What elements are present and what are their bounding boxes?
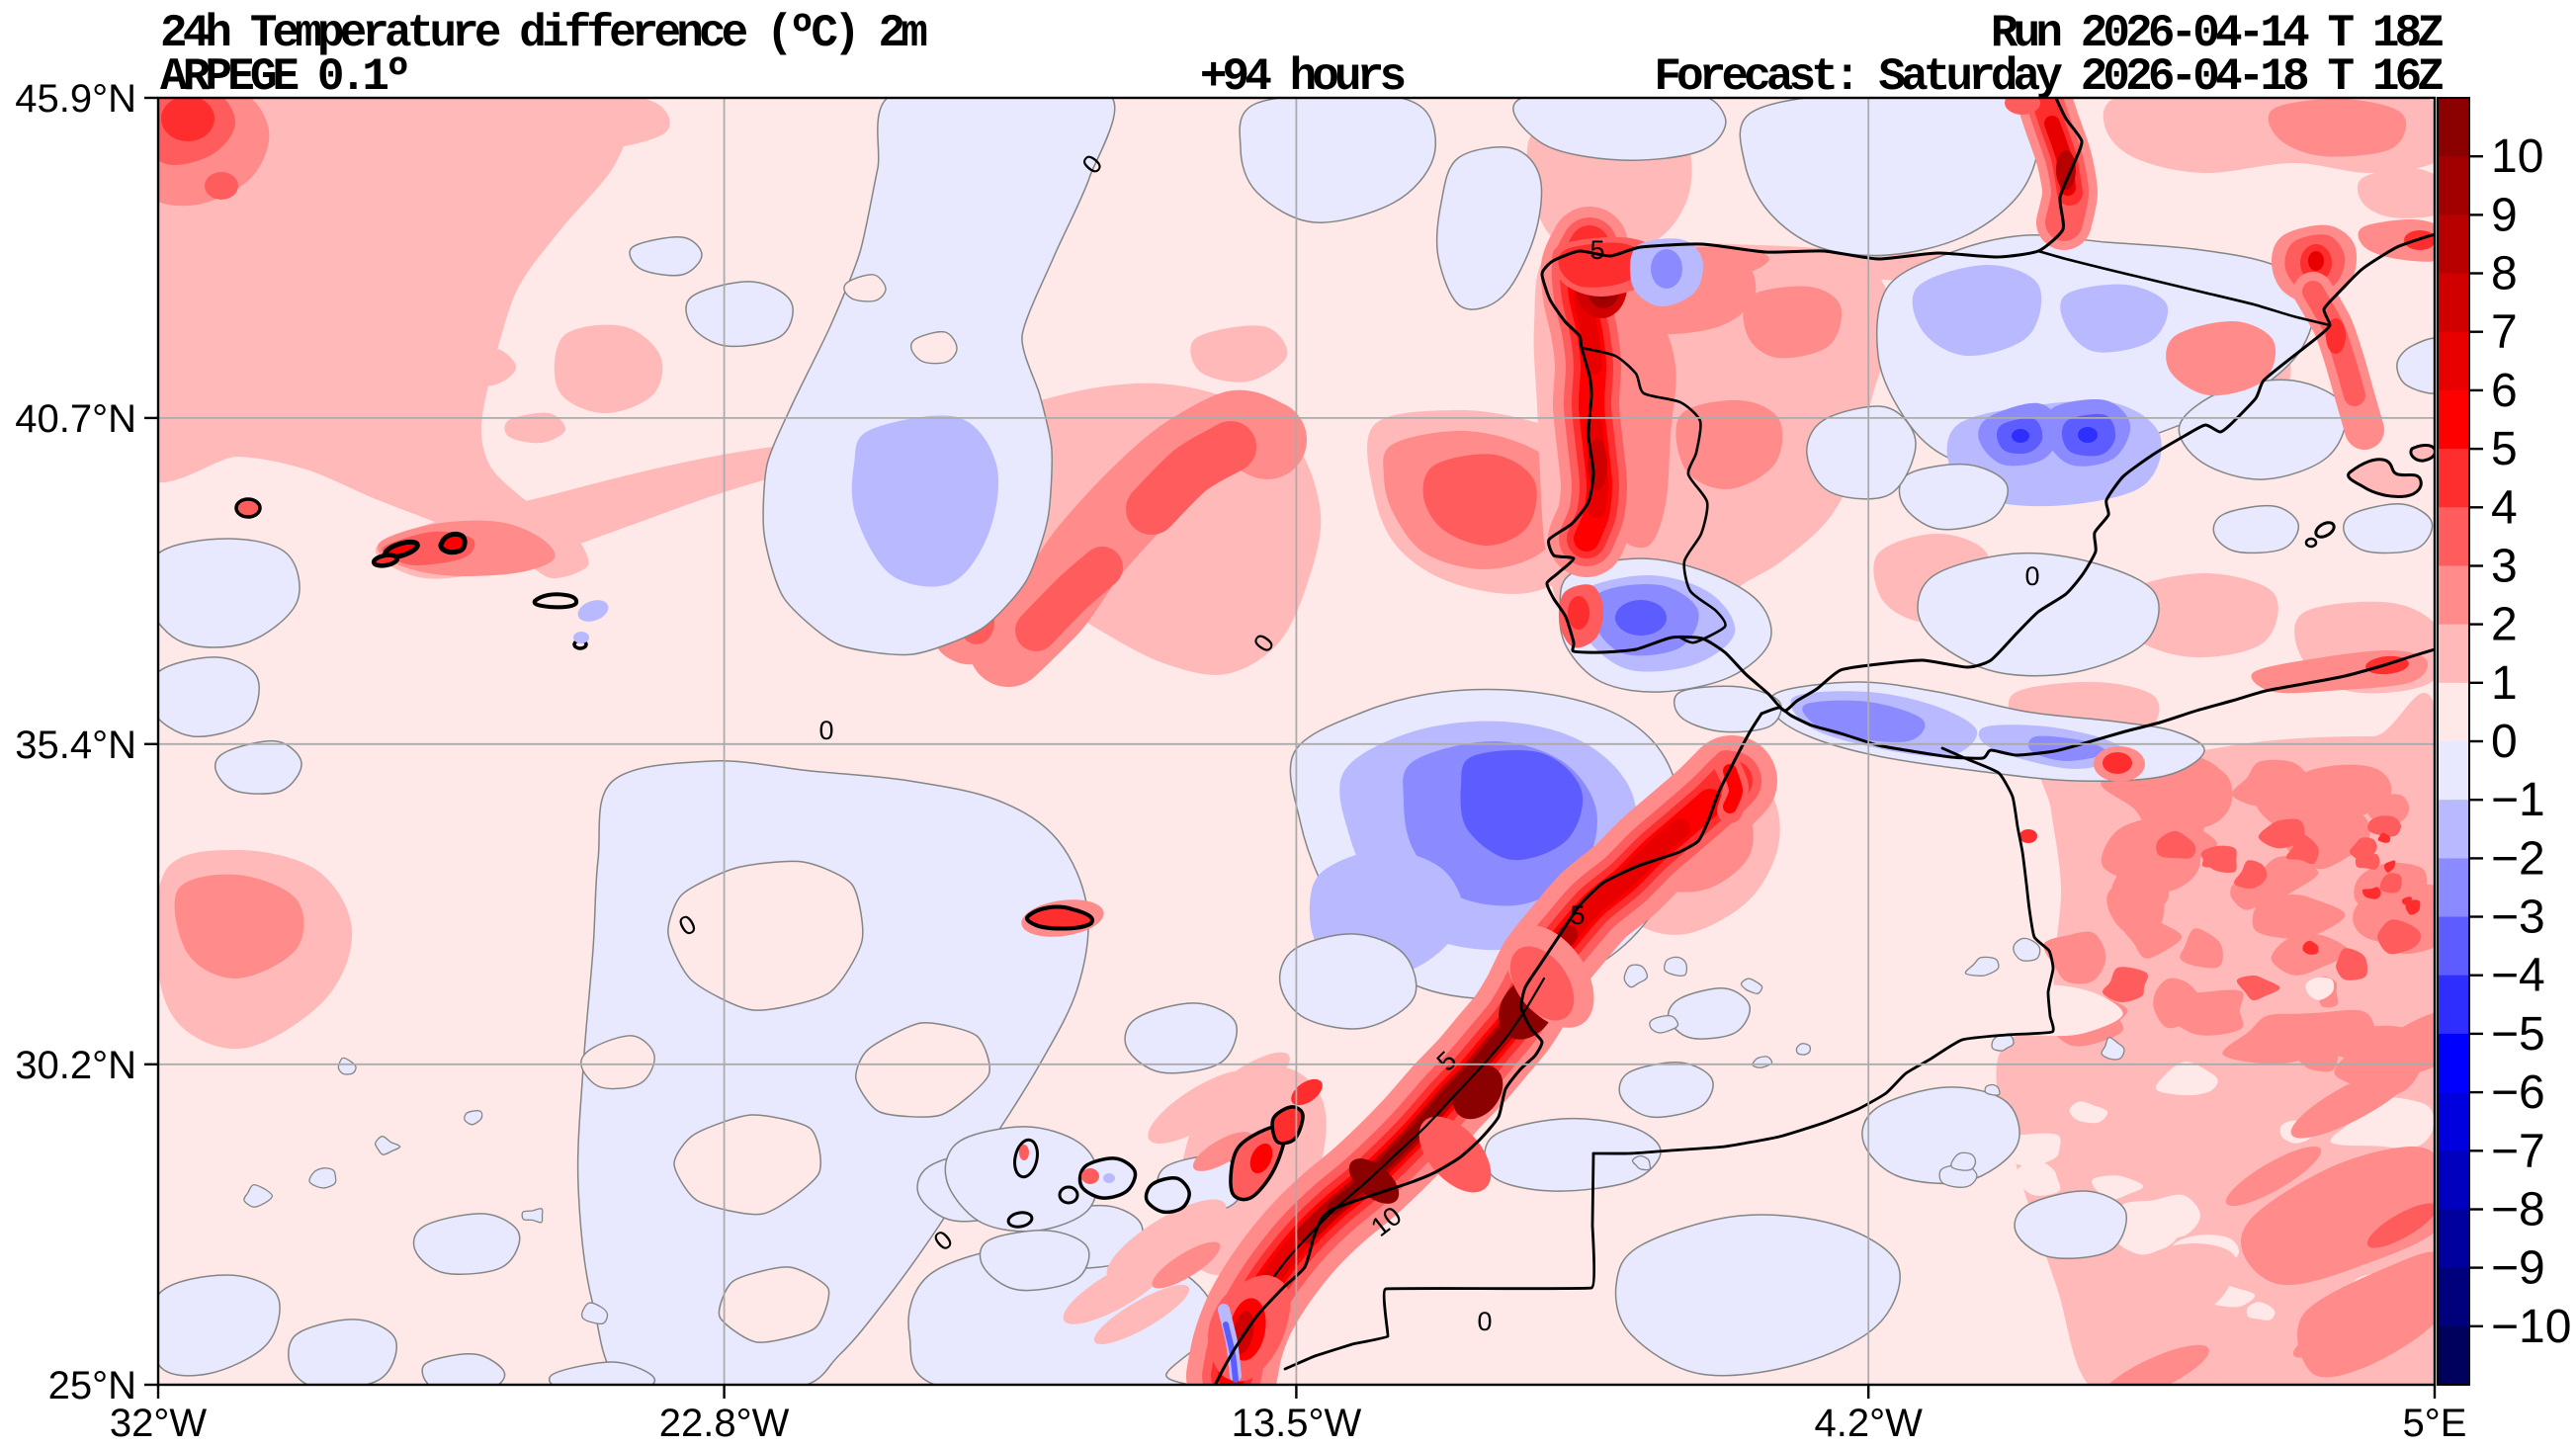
svg-text:+94 hours: +94 hours <box>1200 51 1405 103</box>
svg-text:22.8°W: 22.8°W <box>659 1402 790 1445</box>
svg-text:3: 3 <box>2491 541 2518 593</box>
svg-text:−1: −1 <box>2491 774 2545 826</box>
svg-text:ARPEGE 0.1º: ARPEGE 0.1º <box>160 51 407 103</box>
svg-text:13.5°W: 13.5°W <box>1232 1402 1362 1445</box>
svg-text:0: 0 <box>2024 561 2039 591</box>
svg-text:−6: −6 <box>2491 1066 2545 1119</box>
svg-text:30.2°N: 30.2°N <box>15 1044 136 1087</box>
svg-text:−5: −5 <box>2491 1008 2545 1061</box>
svg-text:0: 0 <box>2491 716 2518 768</box>
svg-text:35.4°N: 35.4°N <box>15 724 136 767</box>
svg-text:2: 2 <box>2491 599 2518 651</box>
svg-text:Forecast: Saturday 2026-04-18: Forecast: Saturday 2026-04-18 T 16Z <box>1654 51 2443 103</box>
svg-text:24h Temperature difference (ºC: 24h Temperature difference (ºC) 2m <box>160 8 926 59</box>
svg-text:45.9°N: 45.9°N <box>15 77 136 121</box>
svg-text:1: 1 <box>2491 657 2518 710</box>
svg-text:5: 5 <box>1589 235 1604 265</box>
svg-text:−4: −4 <box>2491 950 2545 1002</box>
svg-text:9: 9 <box>2491 189 2518 241</box>
svg-text:10: 10 <box>2491 130 2543 183</box>
svg-text:5: 5 <box>2491 423 2518 475</box>
svg-text:8: 8 <box>2491 248 2518 300</box>
svg-text:32°W: 32°W <box>110 1402 207 1445</box>
svg-text:0: 0 <box>818 716 833 745</box>
svg-text:40.7°N: 40.7°N <box>15 397 136 441</box>
svg-text:5: 5 <box>1570 900 1585 930</box>
svg-text:5°E: 5°E <box>2403 1402 2467 1445</box>
svg-text:Run 2026-04-14 T 18Z: Run 2026-04-14 T 18Z <box>1991 8 2443 59</box>
svg-text:−2: −2 <box>2491 832 2545 885</box>
svg-text:−10: −10 <box>2491 1301 2571 1353</box>
svg-text:−3: −3 <box>2491 892 2545 944</box>
svg-text:−8: −8 <box>2491 1184 2545 1236</box>
svg-text:25°N: 25°N <box>48 1364 136 1407</box>
svg-text:0: 0 <box>1477 1307 1492 1336</box>
svg-text:7: 7 <box>2491 306 2518 359</box>
svg-text:−9: −9 <box>2491 1242 2545 1295</box>
svg-text:6: 6 <box>2491 365 2518 417</box>
svg-text:4: 4 <box>2491 481 2518 534</box>
svg-text:−7: −7 <box>2491 1125 2545 1177</box>
svg-text:4.2°W: 4.2°W <box>1815 1402 1924 1445</box>
